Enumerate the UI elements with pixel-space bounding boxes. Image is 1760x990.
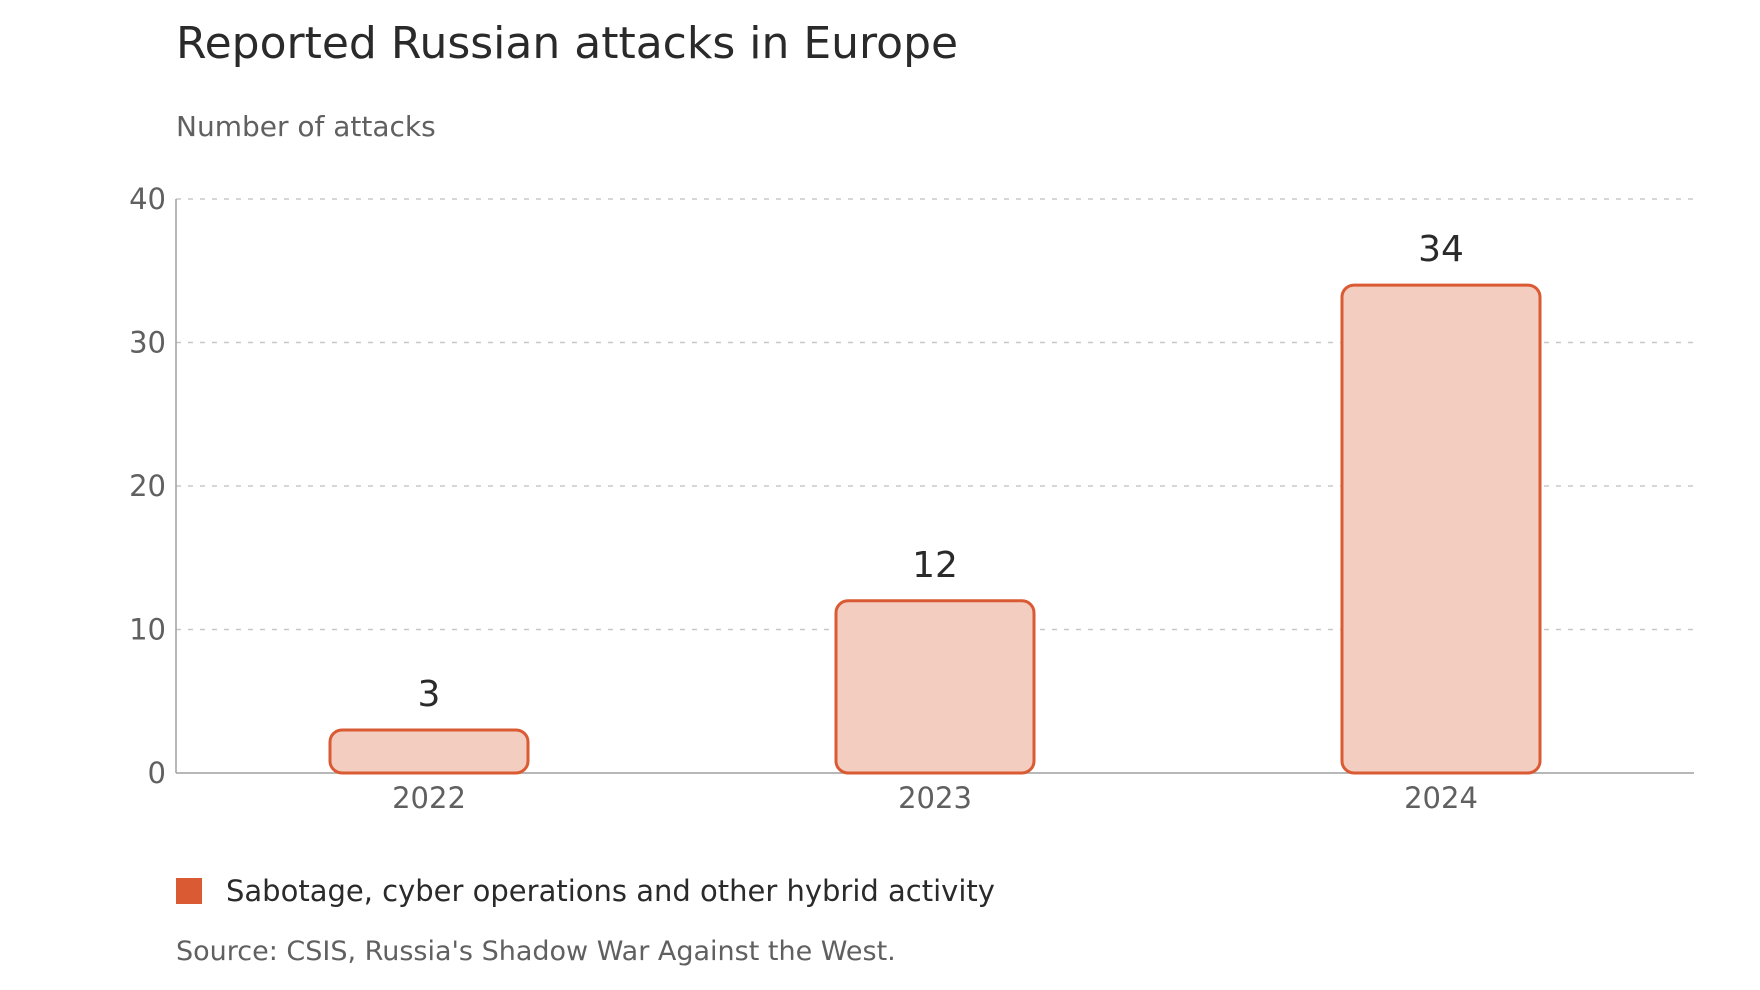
data-label: 34 [1418, 229, 1464, 270]
chart-title: Reported Russian attacks in Europe [176, 18, 959, 69]
bar [834, 599, 1036, 775]
legend-swatch [176, 878, 202, 904]
x-tick-label: 2022 [392, 781, 466, 815]
chart-subtitle: Number of attacks [176, 110, 436, 143]
x-tick-label: 2023 [898, 781, 972, 815]
y-tick-label: 10 [129, 613, 166, 647]
bar-chart: 0 10 20 30 40 3 2022 12 2023 34 2024 [129, 182, 1694, 815]
y-tick-label: 40 [129, 182, 166, 216]
legend-label: Sabotage, cyber operations and other hyb… [226, 874, 995, 908]
bar [1340, 283, 1542, 775]
y-tick-label: 20 [129, 469, 166, 503]
data-label: 12 [912, 545, 958, 586]
source-note: Source: CSIS, Russia's Shadow War Agains… [176, 936, 896, 967]
bar [328, 728, 530, 775]
data-label: 3 [418, 674, 441, 715]
y-tick-label: 0 [148, 756, 166, 790]
x-tick-label: 2024 [1404, 781, 1478, 815]
legend: Sabotage, cyber operations and other hyb… [176, 874, 995, 908]
y-tick-label: 30 [129, 326, 166, 360]
